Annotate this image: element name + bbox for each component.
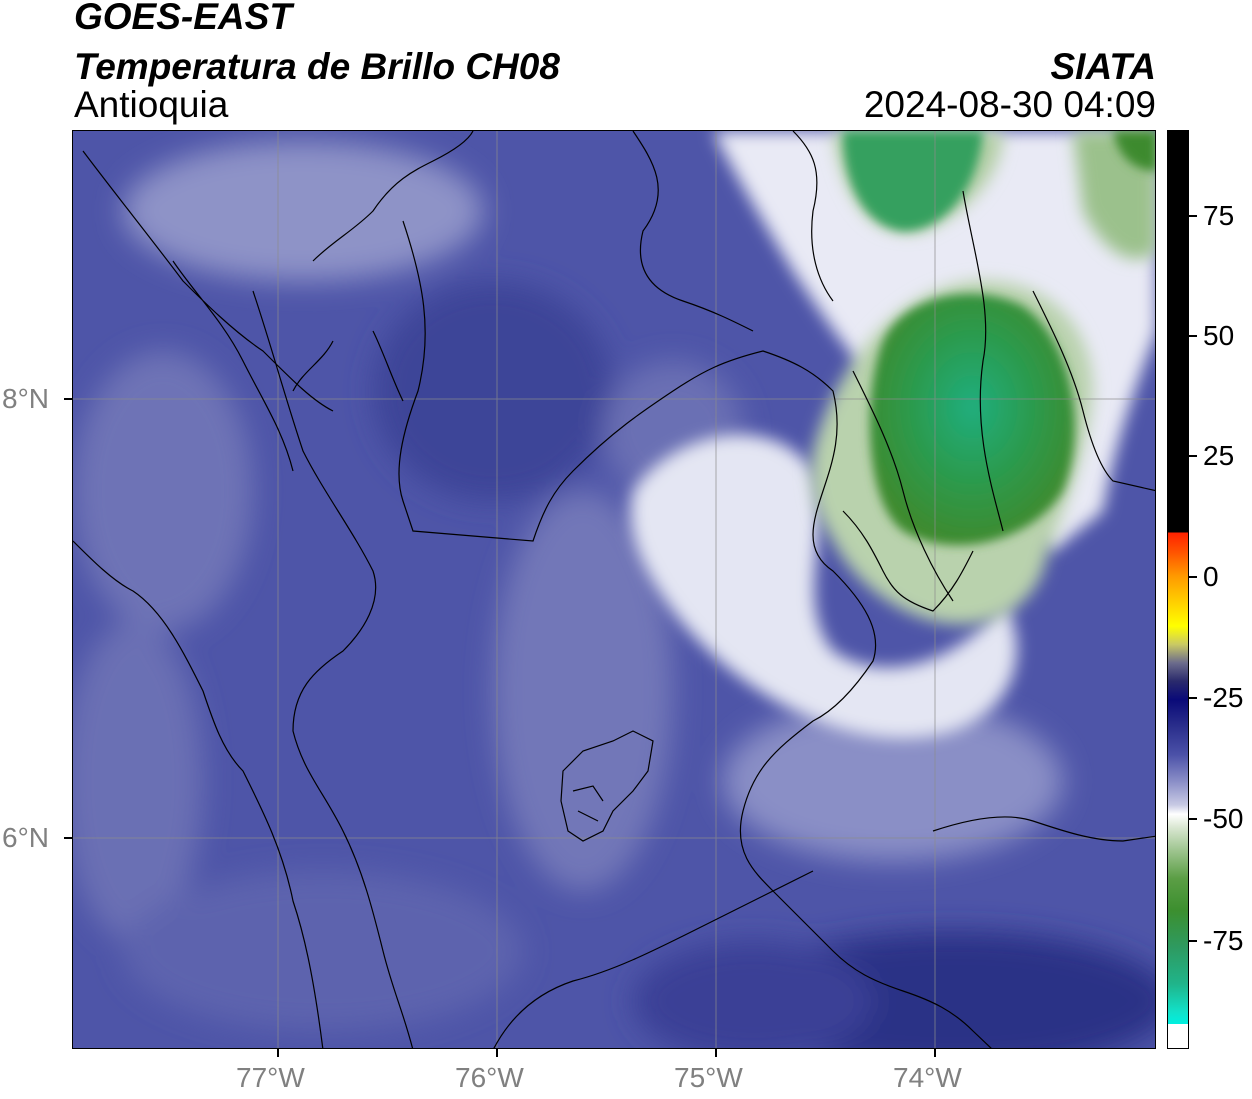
cold-cloud-cores [843, 131, 1155, 546]
admin-borders [73, 131, 1155, 1048]
agency-label: SIATA [1050, 46, 1156, 87]
colorbar-tick [1189, 335, 1197, 337]
antioquia-border [398, 220, 992, 1048]
longitude-label: 77°W [236, 1062, 305, 1093]
colorbar-label: 25 [1203, 440, 1235, 471]
dept-border-east [852, 190, 1155, 602]
y-tick [64, 398, 72, 400]
longitude-label: 74°W [893, 1062, 962, 1093]
x-tick [496, 1049, 498, 1057]
small-inner-border [842, 510, 974, 612]
y-tick [64, 837, 72, 839]
colorbar-gradient [1168, 131, 1188, 1048]
colorbar-label: -75 [1203, 925, 1244, 956]
dept-border-2 [252, 290, 414, 1048]
coastline-gulf [292, 131, 474, 402]
longitude-label: 76°W [455, 1062, 524, 1093]
region-label: Antioquia [74, 84, 229, 125]
colorbar-tick [1189, 455, 1197, 457]
colorbar-label: 50 [1203, 320, 1235, 351]
field-variations [73, 141, 1155, 1048]
colorbar-label: 75 [1203, 200, 1235, 231]
colorbar-tick [1189, 697, 1197, 699]
product-title: Temperatura de Brillo CH08 [74, 46, 560, 87]
colorbar [1167, 130, 1189, 1049]
colorbar-tick [1189, 940, 1197, 942]
brightness-temperature-map [72, 130, 1156, 1049]
gridlines [73, 131, 1155, 1048]
colorbar-tick [1189, 576, 1197, 578]
colorbar-label: 0 [1203, 561, 1219, 592]
dept-border-south [493, 816, 1155, 1048]
colorbar-label: -25 [1203, 682, 1244, 713]
longitude-label: 75°W [674, 1062, 743, 1093]
x-tick [277, 1049, 279, 1057]
x-tick [715, 1049, 717, 1057]
x-tick [934, 1049, 936, 1057]
latitude-label: 8°N [2, 383, 49, 414]
colorbar-tick [1189, 818, 1197, 820]
satellite-title: GOES-EAST [74, 0, 292, 37]
medellin-area [560, 730, 654, 842]
dept-border-3 [632, 131, 834, 332]
timestamp-label: 2024-08-30 04:09 [863, 84, 1156, 125]
colorbar-label: -50 [1203, 803, 1244, 834]
latitude-label: 6°N [2, 822, 49, 853]
colorbar-tick [1189, 215, 1197, 217]
